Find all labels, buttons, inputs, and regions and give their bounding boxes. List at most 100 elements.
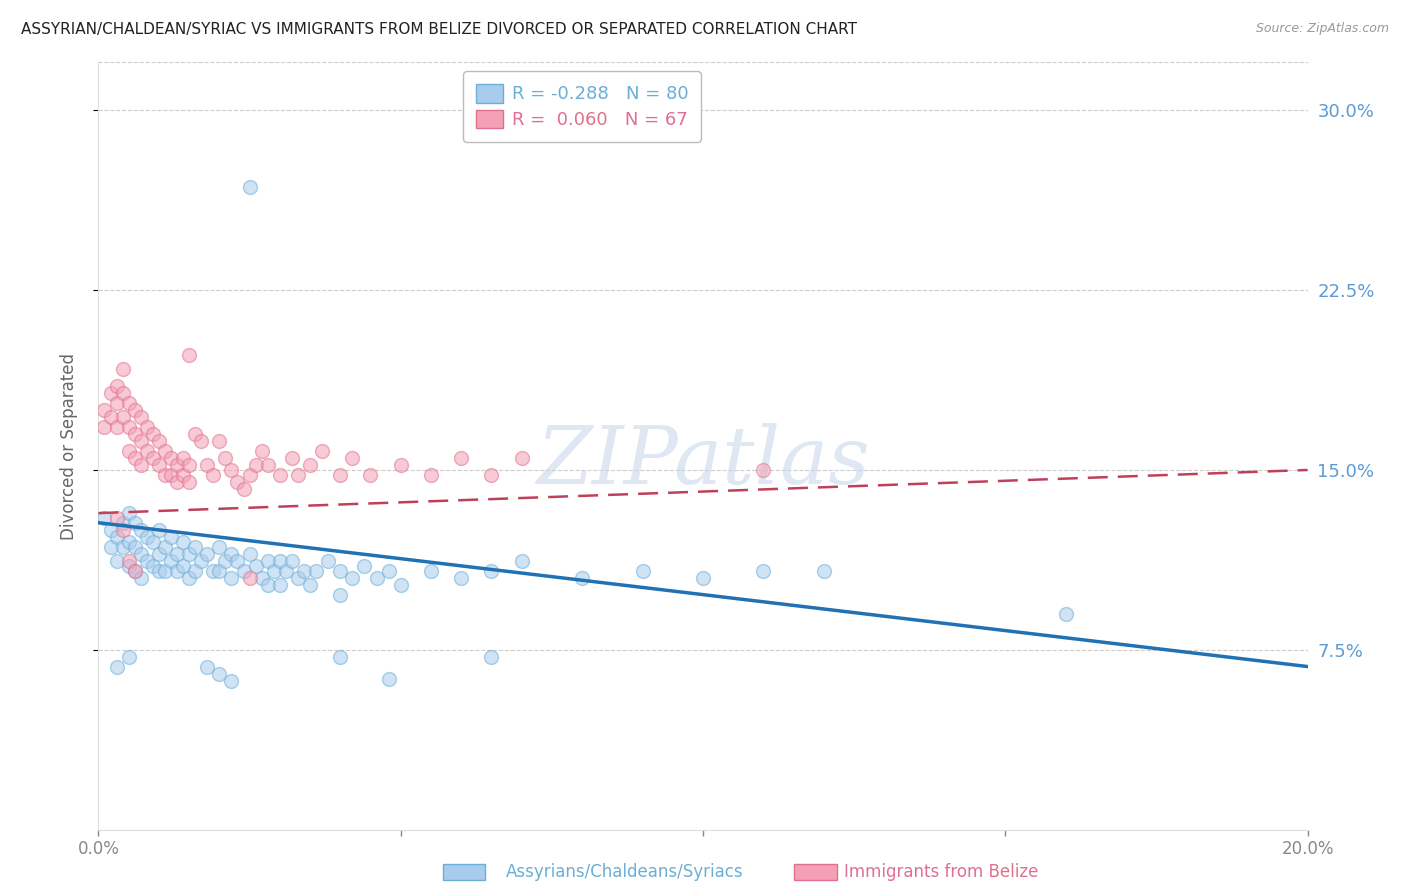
Point: [292, 564, 315, 578]
Point: [329, 467, 352, 482]
Point: [135, 419, 157, 434]
Point: [135, 530, 157, 544]
Point: [118, 419, 141, 434]
Point: [287, 467, 309, 482]
Point: [135, 443, 157, 458]
Point: [118, 506, 141, 520]
Point: [105, 396, 128, 410]
Point: [160, 467, 183, 482]
Point: [124, 540, 146, 554]
Point: [221, 571, 243, 585]
Point: [184, 564, 207, 578]
Point: [208, 564, 231, 578]
Point: [752, 463, 775, 477]
Point: [190, 554, 212, 568]
Point: [153, 467, 176, 482]
Point: [148, 458, 170, 473]
Legend: R = -0.288   N = 80, R =  0.060   N = 67: R = -0.288 N = 80, R = 0.060 N = 67: [463, 71, 702, 142]
Point: [179, 475, 201, 489]
Point: [118, 558, 141, 573]
Point: [250, 571, 273, 585]
Point: [105, 530, 128, 544]
Point: [366, 571, 388, 585]
Point: [142, 535, 165, 549]
Point: [93, 511, 115, 525]
Point: [111, 540, 134, 554]
Point: [256, 554, 278, 568]
Point: [166, 547, 188, 561]
Point: [269, 554, 291, 568]
Point: [124, 427, 146, 442]
Point: [287, 571, 309, 585]
Point: [166, 458, 188, 473]
Point: [377, 564, 399, 578]
Point: [214, 554, 236, 568]
Point: [118, 649, 141, 664]
Point: [221, 463, 243, 477]
Point: [142, 450, 165, 465]
Point: [329, 564, 352, 578]
Point: [129, 458, 152, 473]
Point: [172, 558, 194, 573]
Point: [232, 564, 254, 578]
Point: [256, 458, 278, 473]
Point: [226, 554, 249, 568]
Point: [184, 427, 207, 442]
Point: [172, 535, 194, 549]
Point: [172, 467, 194, 482]
Point: [100, 540, 122, 554]
Text: ASSYRIAN/CHALDEAN/SYRIAC VS IMMIGRANTS FROM BELIZE DIVORCED OR SEPARATED CORRELA: ASSYRIAN/CHALDEAN/SYRIAC VS IMMIGRANTS F…: [21, 22, 858, 37]
Point: [360, 467, 382, 482]
Point: [124, 403, 146, 417]
Point: [148, 564, 170, 578]
Point: [329, 649, 352, 664]
Point: [510, 554, 533, 568]
Point: [142, 427, 165, 442]
Point: [166, 564, 188, 578]
Point: [184, 540, 207, 554]
Point: [329, 588, 352, 602]
Point: [221, 673, 243, 688]
Point: [172, 450, 194, 465]
Point: [129, 547, 152, 561]
Point: [481, 649, 503, 664]
Point: [342, 571, 364, 585]
Point: [450, 450, 472, 465]
Point: [202, 467, 225, 482]
Point: [190, 434, 212, 449]
Point: [160, 530, 183, 544]
Point: [100, 410, 122, 425]
Point: [153, 564, 176, 578]
Point: [250, 443, 273, 458]
Point: [93, 403, 115, 417]
Text: Assyrians/Chaldeans/Syriacs: Assyrians/Chaldeans/Syriacs: [506, 863, 744, 881]
Y-axis label: Divorced or Separated: Divorced or Separated: [59, 352, 77, 540]
Point: [239, 547, 262, 561]
Text: Source: ZipAtlas.com: Source: ZipAtlas.com: [1256, 22, 1389, 36]
Point: [510, 450, 533, 465]
Point: [148, 523, 170, 537]
Point: [342, 450, 364, 465]
Point: [100, 523, 122, 537]
Point: [208, 434, 231, 449]
Point: [111, 410, 134, 425]
Point: [269, 578, 291, 592]
Point: [239, 571, 262, 585]
Point: [160, 450, 183, 465]
Point: [153, 443, 176, 458]
Point: [752, 564, 775, 578]
Point: [135, 554, 157, 568]
Point: [214, 450, 236, 465]
Point: [239, 467, 262, 482]
Point: [105, 659, 128, 673]
Point: [245, 558, 267, 573]
Point: [281, 554, 304, 568]
Point: [692, 571, 714, 585]
Point: [450, 571, 472, 585]
Point: [105, 419, 128, 434]
Point: [226, 475, 249, 489]
Point: [311, 443, 333, 458]
Point: [221, 547, 243, 561]
Point: [100, 386, 122, 401]
Point: [124, 450, 146, 465]
